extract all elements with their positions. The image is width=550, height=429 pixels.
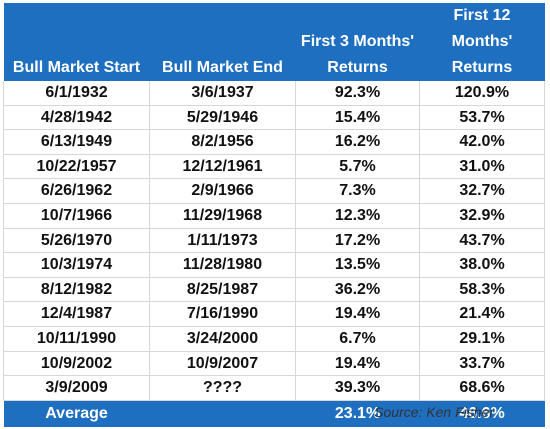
header-r12-top: First 12 Months' <box>419 3 545 55</box>
table-row: 10/22/1957 12/12/1961 5.7% 31.0% <box>3 154 545 180</box>
header-r3-top: First 3 Months' <box>295 3 420 55</box>
cell-r3: 12.3% <box>295 203 420 229</box>
cell-start: 4/28/1942 <box>3 105 150 131</box>
source-note: Source: Ken Fisher <box>374 404 494 420</box>
cell-end: 1/11/1973 <box>149 228 296 254</box>
cell-start: 10/11/1990 <box>3 326 150 352</box>
cell-start: 10/7/1966 <box>3 203 150 229</box>
table-row: 10/7/1966 11/29/1968 12.3% 32.9% <box>3 203 545 229</box>
table-row: 4/28/1942 5/29/1946 15.4% 53.7% <box>3 105 545 131</box>
cell-r3: 7.3% <box>295 178 420 204</box>
table-row: 6/1/1932 3/6/1937 92.3% 120.9% <box>3 81 545 106</box>
cell-start: 10/9/2002 <box>3 351 150 377</box>
cell-start: 3/9/2009 <box>3 375 150 401</box>
cell-start: 6/1/1932 <box>3 81 150 106</box>
cell-r3: 17.2% <box>295 228 420 254</box>
table-body: 6/1/1932 3/6/1937 92.3% 120.9% 4/28/1942 5/29… <box>3 81 545 401</box>
cell-r12: 53.7% <box>419 105 545 131</box>
cell-start: 8/12/1982 <box>3 277 150 303</box>
table-footer: Average 23.1% 46.6% <box>3 400 545 427</box>
cell-end: 7/16/1990 <box>149 301 296 327</box>
cell-start: 6/13/1949 <box>3 129 150 155</box>
cell-r3: 13.5% <box>295 252 420 278</box>
cell-r12: 42.0% <box>419 129 545 155</box>
cell-start: 10/3/1974 <box>3 252 150 278</box>
cell-start: 6/26/1962 <box>3 178 150 204</box>
cell-r12: 120.9% <box>419 81 545 106</box>
cell-r12: 68.6% <box>419 375 545 401</box>
table-row: 10/3/1974 11/28/1980 13.5% 38.0% <box>3 252 545 278</box>
table-row: 12/4/1987 7/16/1990 19.4% 21.4% <box>3 301 545 327</box>
header-start-spacer <box>3 3 150 55</box>
cell-end: 11/28/1980 <box>149 252 296 278</box>
cell-start: 5/26/1970 <box>3 228 150 254</box>
cell-r3: 6.7% <box>295 326 420 352</box>
cell-end: 3/6/1937 <box>149 81 296 106</box>
table-header: First 3 Months' First 12 Months' Bull Ma… <box>3 3 545 81</box>
cell-r3: 36.2% <box>295 277 420 303</box>
cell-r12: 58.3% <box>419 277 545 303</box>
header-start: Bull Market Start <box>3 55 150 81</box>
cell-start: 10/22/1957 <box>3 154 150 180</box>
cell-end: ???? <box>149 375 296 401</box>
header-end: Bull Market End <box>149 55 296 81</box>
cell-r12: 43.7% <box>419 228 545 254</box>
table-row: 6/26/1962 2/9/1966 7.3% 32.7% <box>3 178 545 204</box>
bull-market-returns-table: First 3 Months' First 12 Months' Bull Ma… <box>3 3 545 427</box>
cell-end: 5/29/1946 <box>149 105 296 131</box>
footer-r3: 23.1% <box>295 400 420 427</box>
cell-end: 3/24/2000 <box>149 326 296 352</box>
table-row: 5/26/1970 1/11/1973 17.2% 43.7% <box>3 228 545 254</box>
cell-r12: 21.4% <box>419 301 545 327</box>
cell-r3: 5.7% <box>295 154 420 180</box>
cell-end: 12/12/1961 <box>149 154 296 180</box>
cell-end: 11/29/1968 <box>149 203 296 229</box>
table-row: 6/13/1949 8/2/1956 16.2% 42.0% <box>3 129 545 155</box>
footer-label: Average <box>3 400 150 427</box>
cell-start: 12/4/1987 <box>3 301 150 327</box>
cell-r3: 39.3% <box>295 375 420 401</box>
header-end-spacer <box>149 3 296 55</box>
cell-r12: 29.1% <box>419 326 545 352</box>
table-row: 10/9/2002 10/9/2007 19.4% 33.7% <box>3 351 545 377</box>
cell-end: 8/2/1956 <box>149 129 296 155</box>
cell-r3: 19.4% <box>295 351 420 377</box>
cell-r12: 38.0% <box>419 252 545 278</box>
cell-r12: 32.9% <box>419 203 545 229</box>
cell-r3: 16.2% <box>295 129 420 155</box>
cell-r3: 15.4% <box>295 105 420 131</box>
footer-empty <box>149 400 296 427</box>
cell-r3: 19.4% <box>295 301 420 327</box>
cell-r3: 92.3% <box>295 81 420 106</box>
header-r12-bottom: Returns <box>419 55 545 81</box>
cell-end: 8/25/1987 <box>149 277 296 303</box>
header-r3-bottom: Returns <box>295 55 420 81</box>
table-row: 10/11/1990 3/24/2000 6.7% 29.1% <box>3 326 545 352</box>
cell-end: 2/9/1966 <box>149 178 296 204</box>
cell-r12: 33.7% <box>419 351 545 377</box>
cell-r12: 32.7% <box>419 178 545 204</box>
table-row: 8/12/1982 8/25/1987 36.2% 58.3% <box>3 277 545 303</box>
cell-end: 10/9/2007 <box>149 351 296 377</box>
footer-r12: 46.6% <box>419 400 545 427</box>
table-row: 3/9/2009???? 39.3% 68.6% <box>3 375 545 401</box>
cell-r12: 31.0% <box>419 154 545 180</box>
